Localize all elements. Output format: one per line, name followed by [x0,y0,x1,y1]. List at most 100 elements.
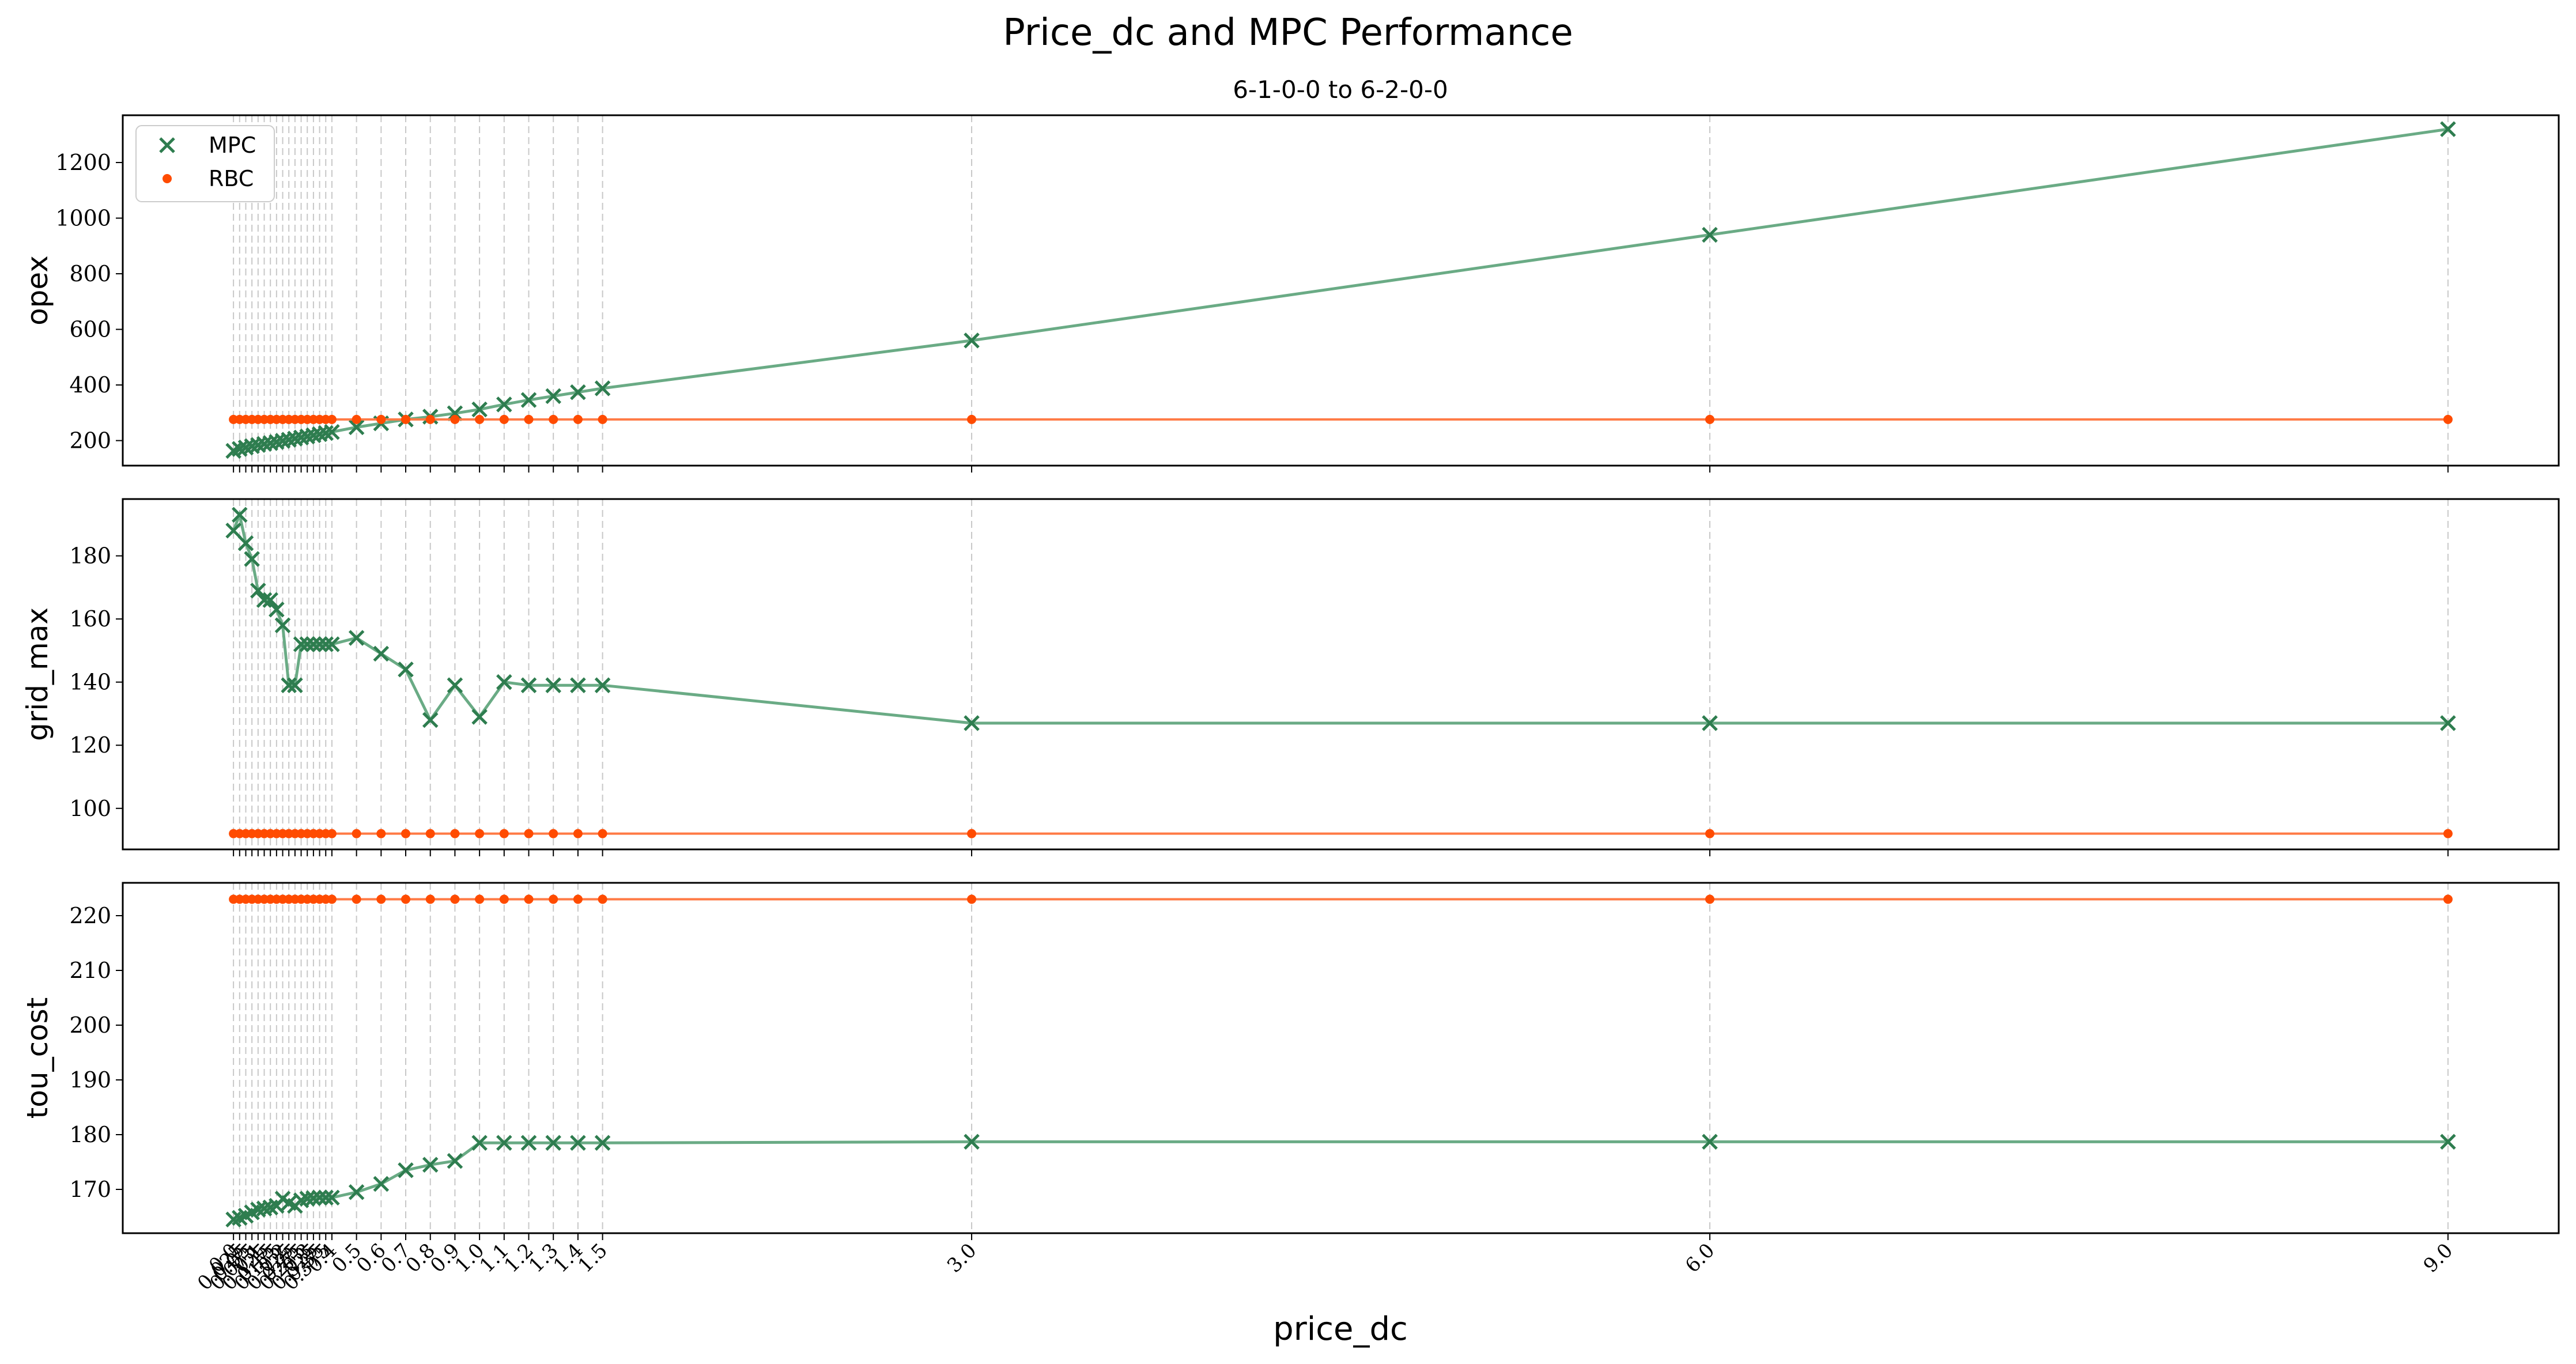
data-point-mpc [545,1135,561,1151]
legend-box [135,125,275,202]
data-point-rbc [1705,894,1714,904]
x-axis-label: price_dc [1273,1310,1408,1348]
data-point-rbc [327,829,337,838]
data-point-mpc [348,630,365,646]
data-point-rbc [499,829,509,838]
data-point-mpc [447,1153,463,1169]
panel-opex: 200 400 600 800 1000 1200 opex MPC RBC [21,114,2560,473]
data-point-rbc [376,414,386,424]
series-line-mpc [233,1140,2448,1221]
data-point-rbc [475,829,485,838]
data-point-rbc [401,894,411,904]
data-point-mpc [570,677,586,693]
y-tick-label: 220 [69,903,111,928]
data-point-mpc [281,677,297,693]
data-point-mpc [594,380,611,396]
y-tick-label: 120 [69,732,111,758]
data-point-rbc [450,894,460,904]
data-point-rbc [425,894,435,904]
x-tick-label: 6.0 [1681,1239,1720,1278]
data-point-mpc [496,396,512,413]
data-point-rbc [598,894,607,904]
y-tick-label: 1200 [55,150,111,175]
data-point-rbc [573,829,583,838]
data-point-rbc [967,829,977,838]
data-point-mpc [324,1189,340,1206]
data-point-rbc [573,414,583,424]
data-point-mpc [348,1184,365,1200]
data-point-mpc [237,535,254,551]
y-tick-label: 200 [69,428,111,454]
data-point-mpc [594,677,611,693]
data-point-mpc [570,384,586,400]
data-point-rbc [2443,894,2453,904]
data-point-mpc [471,1135,488,1151]
data-point-mpc [348,419,365,436]
data-point-mpc [324,636,340,652]
data-point-rbc [524,414,534,424]
data-point-rbc [327,894,337,904]
data-point-rbc [475,894,485,904]
data-point-rbc [1705,414,1714,424]
data-point-mpc [422,1157,439,1173]
data-point-mpc [964,1133,980,1150]
data-point-mpc [311,636,328,652]
data-point-mpc [545,388,561,405]
data-point-mpc [2440,715,2456,731]
data-point-rbc [401,414,411,424]
data-point-mpc [318,1189,334,1206]
data-point-rbc [524,894,534,904]
data-point-rbc [352,894,361,904]
data-point-mpc [520,677,537,693]
data-point-rbc [376,894,386,904]
data-point-mpc [471,709,488,725]
y-tick-label: 1000 [55,206,111,231]
data-point-rbc [401,829,411,838]
data-point-mpc [422,712,439,728]
data-point-mpc [250,583,266,599]
data-point-rbc [598,829,607,838]
y-tick-label: 180 [69,543,111,569]
axes-frame [122,114,2560,467]
data-point-rbc [549,829,558,838]
figure-suptitle: Price_dc and MPC Performance [1003,12,1573,54]
data-point-mpc [1702,226,1718,243]
y-tick-label: 200 [69,1012,111,1038]
data-point-mpc [262,592,278,609]
data-point-mpc [373,645,390,662]
data-point-mpc [232,507,248,523]
legend: MPC RBC [135,125,275,202]
data-point-mpc [324,424,340,440]
plot-area: 20040060080010001200opexMPCRBC1001201401… [21,114,2560,1295]
y-axis-label: opex [21,255,54,326]
data-point-rbc [450,829,460,838]
data-point-rbc [549,894,558,904]
y-axis-label: tou_cost [21,998,54,1119]
data-point-mpc [311,1189,328,1206]
data-point-mpc [398,662,414,678]
figure-subtitle: 6-1-0-0 to 6-2-0-0 [1233,75,1448,104]
data-point-mpc [496,674,512,690]
y-tick-label: 100 [69,796,111,821]
panel-grid_max: 100 120 140 160 180 grid_max [21,498,2560,856]
data-point-rbc [549,414,558,424]
legend-marker-mpc [159,137,175,153]
y-tick-label: 180 [69,1122,111,1147]
data-point-mpc [398,1162,414,1178]
data-point-mpc [471,401,488,418]
data-point-mpc [269,601,285,618]
data-point-mpc [2440,121,2456,137]
data-point-rbc [450,414,460,424]
x-tick-label: 3.0 [943,1239,981,1278]
data-point-mpc [964,715,980,731]
data-point-mpc [373,1176,390,1192]
y-tick-label: 190 [69,1067,111,1093]
data-point-mpc [1702,1133,1718,1150]
axes-frame [122,498,2560,851]
y-tick-label: 800 [69,261,111,286]
data-point-rbc [352,829,361,838]
data-point-rbc [1705,829,1714,838]
data-point-mpc [520,392,537,408]
data-point-mpc [299,636,315,652]
data-point-rbc [475,414,485,424]
